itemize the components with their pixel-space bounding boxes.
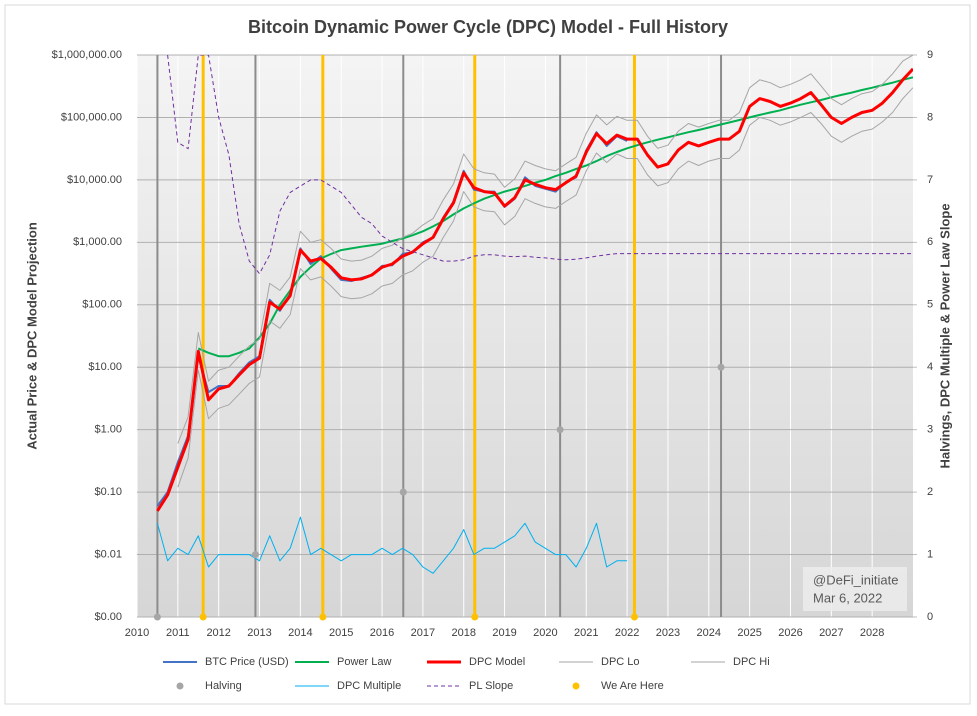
- x-tick-label: 2021: [574, 627, 598, 639]
- x-tick-label: 2028: [860, 627, 884, 639]
- point: [717, 363, 725, 371]
- y-tick-label: $0.01: [94, 548, 122, 560]
- y2-tick-label: 0: [927, 611, 933, 623]
- x-tick-label: 2014: [288, 627, 312, 639]
- point: [399, 488, 407, 496]
- series-line: [156, 516, 628, 574]
- legend-swatch: [176, 682, 184, 690]
- x-tick-label: 2013: [247, 627, 271, 639]
- legend-label: PL Slope: [469, 680, 513, 692]
- labels: 2010 2011 2012 2013 2014 2015 2016 2017 2018 2019…: [52, 49, 933, 639]
- annotation-box: [803, 567, 907, 611]
- y2-tick-label: 6: [927, 236, 933, 248]
- annotation: @DeFi_initiate: [813, 572, 898, 587]
- point: [556, 426, 564, 434]
- y2-axis-title: Halvings, DPC Multiple & Power Law Slope: [937, 203, 952, 468]
- legend: BTC Price (USD) Power Law DPC Model DPC Lo D…: [163, 656, 770, 692]
- y-axis-title: Actual Price & DPC Model Projection: [24, 222, 39, 450]
- point: [199, 613, 207, 621]
- x-tick-label: 2018: [451, 627, 475, 639]
- grid: [136, 54, 913, 618]
- y-tick-label: $10,000.00: [67, 174, 122, 186]
- x-tick-label: 2019: [492, 627, 516, 639]
- y2-tick-label: 5: [927, 299, 933, 311]
- legend-label: We Are Here: [601, 680, 664, 692]
- x-tick-label: 2020: [533, 627, 557, 639]
- x-tick-label: 2012: [206, 627, 230, 639]
- x-tick-label: 2025: [737, 627, 761, 639]
- y-tick-label: $1,000,000.00: [52, 49, 122, 61]
- y-tick-label: $1.00: [94, 424, 122, 436]
- legend-label: BTC Price (USD): [205, 656, 289, 668]
- chart-title: Bitcoin Dynamic Power Cycle (DPC) Model …: [248, 17, 728, 37]
- annotation: Mar 6, 2022: [813, 590, 882, 605]
- y2-tick-label: 7: [927, 174, 933, 186]
- y-tick-label: $0.00: [94, 611, 122, 623]
- y-tick-label: $1,000.00: [73, 236, 122, 248]
- x-tick-label: 2024: [697, 627, 721, 639]
- legend-label: DPC Hi: [733, 656, 770, 668]
- x-tick-label: 2026: [778, 627, 802, 639]
- point: [251, 551, 259, 559]
- x-tick-label: 2023: [656, 627, 680, 639]
- marks: [156, 55, 913, 617]
- y2-tick-label: 4: [927, 361, 933, 373]
- legend-label: Halving: [205, 680, 242, 692]
- series-line: [156, 67, 913, 512]
- series-line: [177, 87, 913, 488]
- plot-area: [137, 55, 913, 617]
- legend-label: DPC Lo: [601, 656, 640, 668]
- x-tick-label: 2022: [615, 627, 639, 639]
- legend-label: Power Law: [337, 656, 391, 668]
- legend-label: DPC Model: [469, 656, 525, 668]
- y-tick-label: $10.00: [88, 361, 122, 373]
- y2-tick-label: 1: [927, 548, 933, 560]
- series-line: [167, 55, 913, 275]
- y-tick-label: $100,000.00: [61, 111, 122, 123]
- y2-tick-label: 8: [927, 111, 933, 123]
- x-tick-label: 2016: [370, 627, 394, 639]
- y2-tick-label: 9: [927, 49, 933, 61]
- y-tick-label: $0.10: [94, 486, 122, 498]
- point: [630, 613, 638, 621]
- point: [319, 613, 327, 621]
- point: [471, 613, 479, 621]
- y2-tick-label: 2: [927, 486, 933, 498]
- legend-swatch: [572, 682, 580, 690]
- x-tick-label: 2011: [166, 627, 190, 639]
- series-line: [177, 55, 913, 444]
- legend-label: DPC Multiple: [337, 680, 401, 692]
- y-tick-label: $100.00: [82, 299, 122, 311]
- x-tick-label: 2015: [329, 627, 353, 639]
- y2-tick-label: 3: [927, 424, 933, 436]
- point: [153, 613, 161, 621]
- x-tick-label: 2017: [411, 627, 435, 639]
- series-line: [197, 76, 913, 358]
- x-tick-label: 2010: [125, 627, 149, 639]
- x-tick-label: 2027: [819, 627, 843, 639]
